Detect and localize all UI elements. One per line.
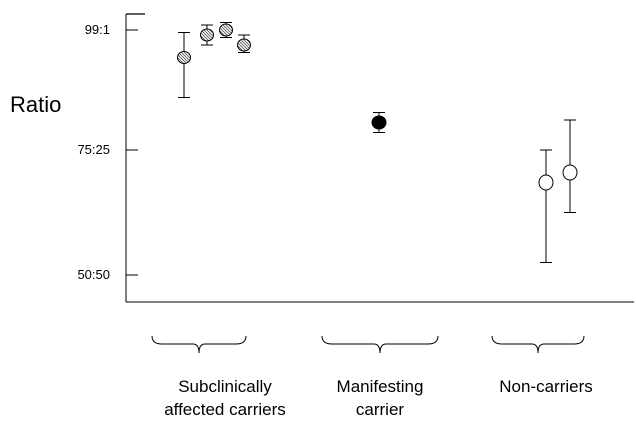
- group-brace: [491, 335, 585, 354]
- y-tick-label: 75:25: [77, 142, 110, 157]
- y-tick-label: 50:50: [77, 267, 110, 282]
- data-point: [371, 115, 387, 130]
- group-label: carrier: [356, 400, 405, 419]
- data-point: [200, 28, 214, 42]
- group-brace: [151, 335, 247, 354]
- group-label: Manifesting: [337, 377, 424, 396]
- group-label: affected carriers: [164, 400, 286, 419]
- group-brace: [321, 335, 439, 354]
- group-label: Non-carriers: [499, 377, 593, 396]
- data-point: [177, 51, 191, 64]
- data-point: [538, 174, 554, 191]
- group-label: Subclinically: [178, 377, 272, 396]
- data-point: [562, 164, 578, 181]
- data-point: [237, 38, 251, 52]
- y-axis-title: Ratio: [10, 92, 61, 117]
- data-point: [219, 23, 233, 37]
- y-tick-label: 99:1: [85, 22, 110, 37]
